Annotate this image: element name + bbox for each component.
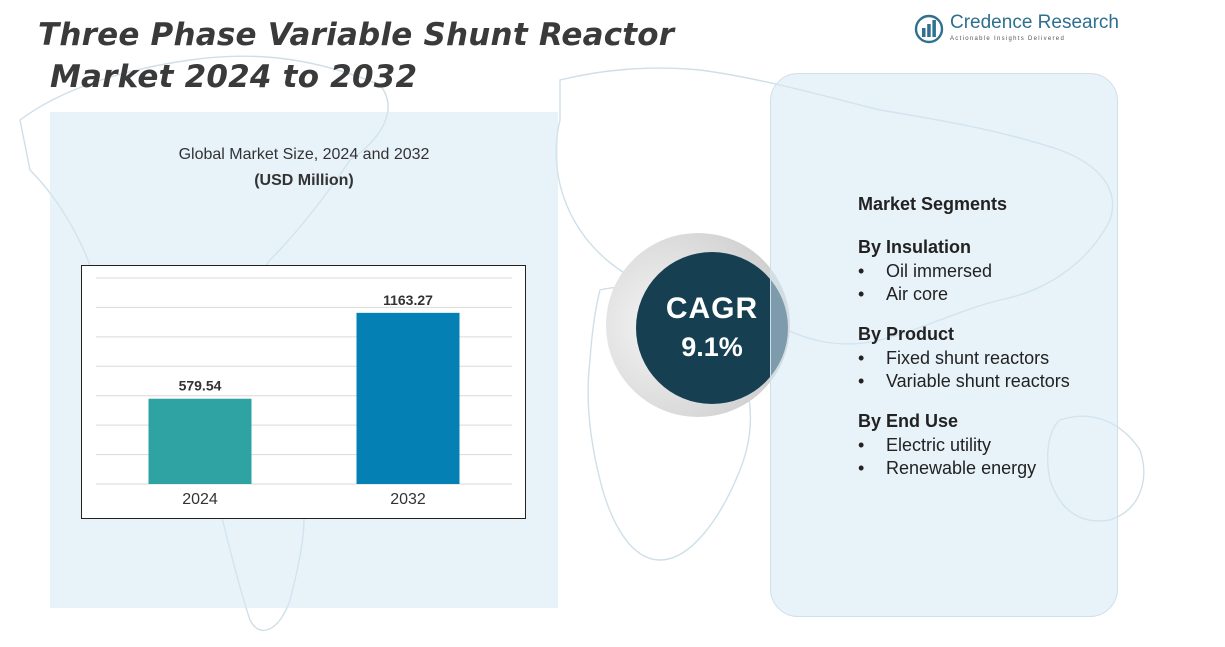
- segment-group-insulation: By Insulation Oil immersed Air core: [858, 237, 1070, 306]
- chart-heading-line2: (USD Million): [254, 172, 354, 189]
- data-label-2032: 1163.27: [383, 292, 433, 308]
- segment-group-title: By End Use: [858, 411, 959, 431]
- bar-chart-canvas: 579.54 2024 1163.27 2032: [96, 277, 512, 508]
- brand-logo: Credence Research Actionable Insights De…: [914, 12, 1119, 48]
- market-segments: Market Segments By Insulation Oil immers…: [858, 194, 1070, 498]
- page-title-line1: Three Phase Variable Shunt Reactor: [38, 17, 675, 53]
- page-title-line2: Market 2024 to 2032: [50, 59, 418, 95]
- segments-heading: Market Segments: [858, 194, 1008, 214]
- chart-heading-line1: Global Market Size, 2024 and 2032: [178, 146, 430, 163]
- segment-group-end-use: By End Use Electric utility Renewable en…: [858, 411, 1070, 480]
- segment-item: Air core: [858, 283, 1070, 306]
- bar-2024: [148, 398, 252, 484]
- segment-group-title: By Insulation: [858, 237, 972, 257]
- segments-panel: [770, 73, 1118, 617]
- bar-chart-circle-icon: [914, 14, 944, 44]
- segment-group-title: By Product: [858, 324, 955, 344]
- x-tick-label-2024: 2024: [182, 491, 218, 508]
- segment-item: Renewable energy: [858, 457, 1070, 480]
- cagr-label: CAGR: [665, 292, 759, 325]
- cagr-value: 9.1%: [681, 332, 743, 362]
- segment-item: Electric utility: [858, 434, 1070, 457]
- brand-tagline: Actionable Insights Delivered: [950, 36, 1066, 42]
- segment-item: Oil immersed: [858, 260, 1070, 283]
- brand-name: Credence Research: [950, 12, 1119, 33]
- x-tick-label-2032: 2032: [390, 491, 426, 508]
- page-title: Three Phase Variable Shunt Reactor Marke…: [38, 14, 674, 98]
- segment-item: Variable shunt reactors: [858, 370, 1070, 393]
- cagr-badge: CAGR 9.1%: [636, 252, 788, 404]
- bar-chart: 579.54 2024 1163.27 2032: [81, 265, 526, 519]
- bar-2032: [356, 312, 460, 484]
- segment-group-product: By Product Fixed shunt reactors Variable…: [858, 324, 1070, 393]
- segment-item: Fixed shunt reactors: [858, 347, 1070, 370]
- chart-heading: Global Market Size, 2024 and 2032 (USD M…: [50, 146, 558, 190]
- data-label-2024: 579.54: [179, 378, 222, 394]
